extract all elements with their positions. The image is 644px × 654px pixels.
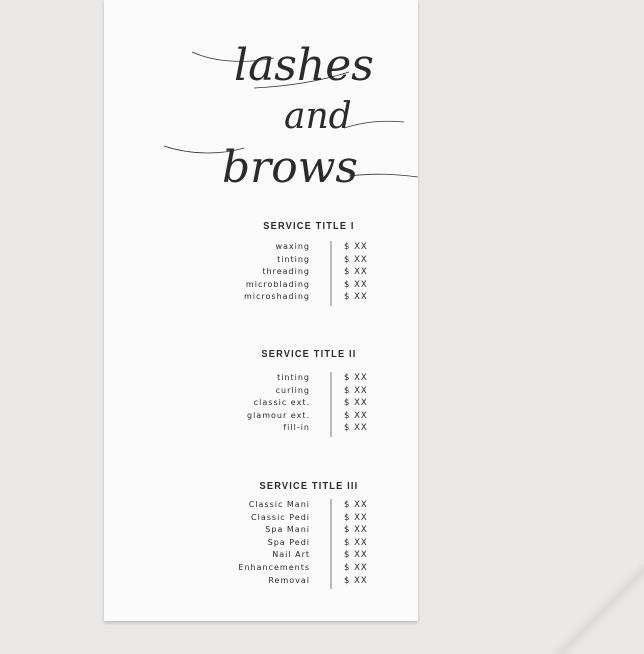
service-price: $ XX (344, 267, 368, 278)
menu-card: lashes and brows SERVICE TITLE I waxing $ … (104, 0, 418, 621)
service-row: microshading $ XX (104, 291, 418, 303)
service-row: Enhancements $ XX (104, 562, 418, 574)
service-price: $ XX (344, 385, 368, 396)
service-price: $ XX (344, 525, 368, 536)
service-price: $ XX (344, 292, 368, 303)
service-row: glamour ext. $ XX (104, 410, 418, 422)
service-row: classic ext. $ XX (104, 397, 418, 409)
service-row: tinting $ XX (104, 372, 418, 384)
service-row: Spa Mani $ XX (104, 524, 418, 536)
section-divider (330, 499, 332, 590)
service-name: tinting (277, 254, 310, 264)
service-row: tinting $ XX (104, 254, 418, 266)
service-name: Classic Pedi (251, 512, 310, 522)
service-price: $ XX (344, 563, 368, 573)
service-row: microblading $ XX (104, 279, 418, 291)
service-name: Spa Pedi (267, 537, 310, 547)
service-name: Removal (268, 575, 310, 585)
service-name: fill-in (283, 423, 310, 433)
service-price: $ XX (344, 279, 368, 290)
section-divider (330, 241, 332, 306)
service-name: Enhancements (238, 563, 310, 572)
service-name: microblading (245, 279, 310, 289)
service-price: $ XX (344, 512, 368, 523)
heading-line3: brows (222, 142, 358, 193)
service-price: $ XX (344, 575, 368, 586)
service-name: Nail Art (272, 550, 310, 560)
section-title: SERVICE TITLE II (261, 349, 357, 360)
service-price: $ XX (344, 254, 368, 265)
service-row: Classic Mani $ XX (104, 499, 418, 511)
service-row: fill-in $ XX (104, 422, 418, 434)
service-name: Classic Mani (248, 500, 310, 509)
service-name: classic ext. (253, 398, 310, 408)
script-heading-logo: lashes and brows (163, 40, 418, 193)
service-row: Classic Pedi $ XX (104, 512, 418, 524)
service-row: threading $ XX (104, 266, 418, 278)
service-price: $ XX (344, 398, 368, 409)
service-price: $ XX (344, 242, 368, 252)
service-price: $ XX (344, 550, 368, 561)
service-name: waxing (275, 242, 310, 251)
section-title: SERVICE TITLE I (263, 221, 355, 232)
service-row: Removal $ XX (104, 575, 418, 587)
service-price: $ XX (344, 373, 368, 383)
service-row: curling $ XX (104, 385, 418, 397)
service-price: $ XX (344, 500, 368, 510)
service-price: $ XX (344, 410, 368, 421)
service-row: waxing $ XX (104, 241, 418, 253)
section-title: SERVICE TITLE III (259, 481, 359, 492)
service-name: glamour ext. (247, 410, 310, 420)
marble-background (544, 564, 644, 654)
service-row: Nail Art $ XX (104, 549, 418, 561)
service-name: microshading (243, 292, 310, 302)
service-name: threading (262, 267, 310, 277)
heading-line2: and (284, 96, 352, 137)
service-row: Spa Pedi $ XX (104, 537, 418, 549)
service-name: Spa Mani (265, 525, 310, 535)
service-price: $ XX (344, 423, 368, 434)
section-divider (330, 372, 332, 437)
service-name: tinting (277, 373, 310, 382)
service-name: curling (275, 385, 310, 395)
heading-line1: lashes (234, 40, 374, 91)
service-price: $ XX (344, 537, 368, 548)
